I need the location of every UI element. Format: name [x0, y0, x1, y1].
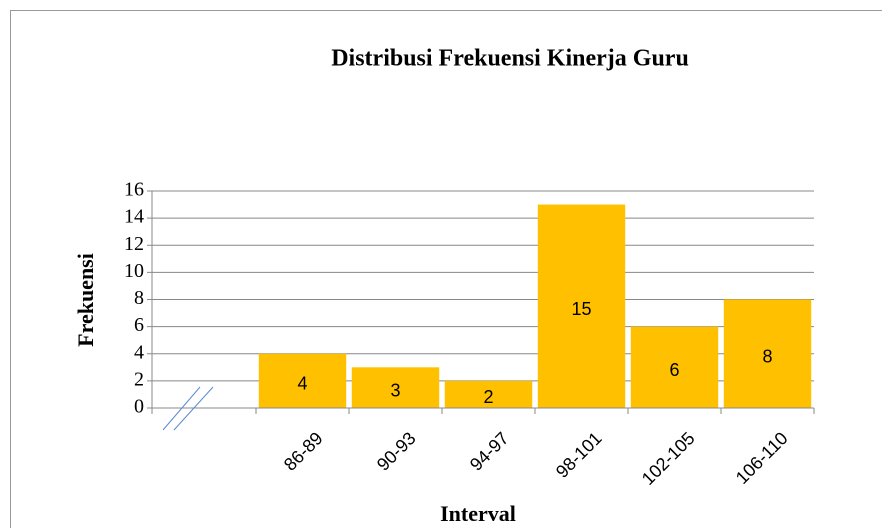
x-tick-label: 86-89	[280, 428, 327, 475]
y-tick-label: 14	[124, 206, 144, 228]
plot-area: 0 2 4 6 8 10 12 14 16 86-89 4 90-93 3 94-97 2 98-101 15 1…	[124, 179, 815, 489]
chart-title: Distribusi Frekuensi Kinerja Guru	[331, 46, 689, 72]
y-tick-label: 8	[134, 287, 144, 309]
value-label: 8	[762, 347, 772, 367]
value-label: 2	[483, 387, 493, 407]
x-tick-label: 94-97	[466, 428, 513, 475]
bar	[258, 353, 347, 408]
value-label: 15	[571, 299, 591, 319]
y-tick-label: 10	[124, 260, 144, 282]
y-tick-label: 4	[134, 341, 144, 363]
axis-break	[173, 386, 214, 431]
x-tick-label: 106-110	[732, 428, 792, 488]
bar	[444, 380, 533, 408]
chart-border	[10, 10, 882, 528]
y-axis-label: Frekuensi	[73, 253, 98, 347]
bar	[630, 326, 719, 408]
x-tick-label: 102-105	[638, 428, 699, 489]
value-label: 6	[669, 360, 679, 380]
axis-break	[162, 386, 201, 431]
y-tick-label: 2	[134, 368, 144, 390]
value-label: 4	[297, 374, 307, 394]
y-tick-label: 0	[134, 396, 144, 418]
bar	[537, 204, 626, 408]
bar	[723, 299, 812, 408]
x-tick-label: 90-93	[373, 428, 420, 475]
y-tick-label: 6	[134, 314, 144, 336]
x-tick-label: 98-101	[552, 428, 606, 482]
y-tick-label: 12	[124, 233, 144, 255]
bar	[351, 367, 440, 408]
x-axis-label: Interval	[440, 501, 516, 526]
value-label: 3	[390, 380, 400, 400]
y-tick-label: 16	[124, 179, 144, 201]
